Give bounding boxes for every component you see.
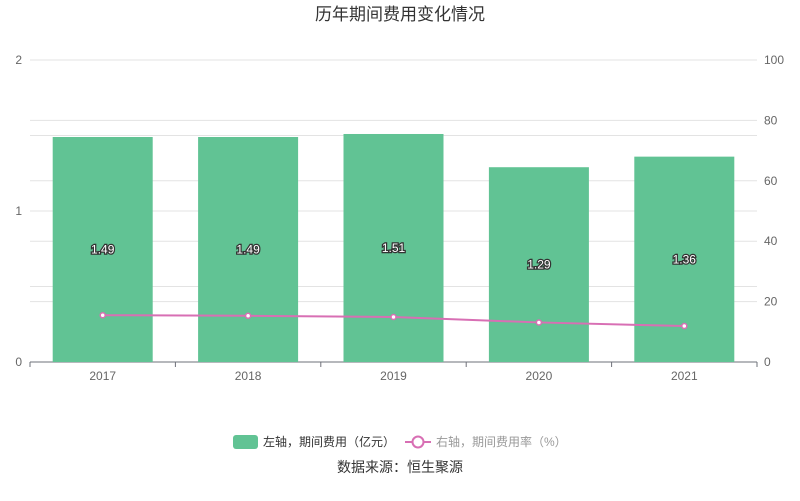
y-right-tick-label: 40: [764, 234, 778, 248]
bar-data-label: 1.29: [527, 258, 551, 272]
bar: [198, 137, 299, 362]
x-tick-label: 2018: [235, 369, 262, 383]
data-source: 数据来源：恒生聚源: [337, 459, 463, 475]
legend[interactable]: 左轴，期间费用（亿元） 右轴，期间费用率（%）: [233, 434, 567, 449]
legend-line-label: 右轴，期间费用率（%）: [436, 434, 567, 449]
bar-data-label: 1.49: [236, 243, 260, 257]
y-left-tick-label: 1: [15, 204, 22, 218]
y-right-tick-label: 80: [764, 113, 778, 127]
x-tick-label: 2020: [526, 369, 553, 383]
y-right-tick-label: 60: [764, 174, 778, 188]
y-right-tick-label: 100: [764, 53, 784, 67]
bar: [343, 133, 444, 362]
y-right-tick-label: 0: [764, 355, 771, 369]
y-left-tick-label: 0: [15, 355, 22, 369]
y-left-tick-label: 2: [15, 53, 22, 67]
legend-item-line[interactable]: 右轴，期间费用率（%）: [405, 434, 567, 449]
line-point: [681, 322, 688, 330]
legend-item-bar[interactable]: 左轴，期间费用（亿元）: [233, 434, 395, 449]
line-point: [244, 312, 252, 320]
bar-series: [52, 133, 735, 362]
x-tick-label: 2021: [671, 369, 698, 383]
bar: [52, 137, 153, 362]
y-right-tick-label: 20: [764, 295, 778, 309]
bar-data-label: 1.49: [91, 243, 115, 257]
bar-data-label: 1.51: [382, 241, 406, 255]
line-point: [99, 311, 106, 319]
bar: [488, 167, 589, 362]
legend-bar-swatch: [233, 435, 258, 449]
line-series: [99, 311, 688, 330]
bar-data-label: 1.36: [673, 252, 697, 266]
line-point: [535, 319, 543, 326]
chart-title: 历年期间费用变化情况: [315, 5, 485, 24]
legend-line-marker: [411, 435, 425, 449]
bar-data-labels: 1.49 1.49 1.51 1.29 1.36: [90, 240, 698, 273]
line-point: [390, 313, 397, 321]
x-tick-label: 2019: [380, 369, 407, 383]
x-tick-label: 2017: [89, 369, 116, 383]
legend-bar-label: 左轴，期间费用（亿元）: [263, 434, 395, 449]
